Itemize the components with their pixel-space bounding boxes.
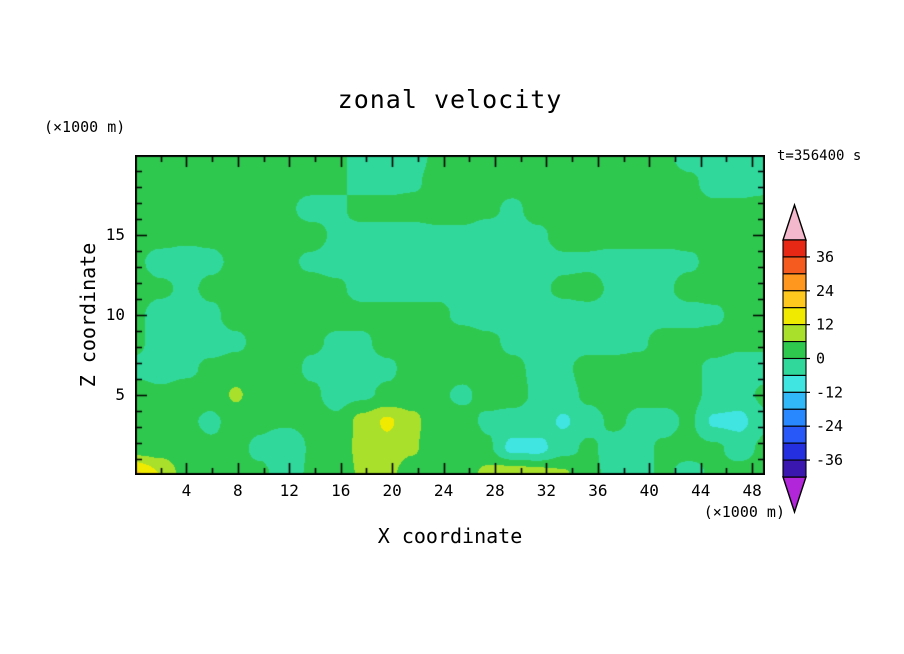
z-tick-label: 5	[115, 385, 125, 404]
colorbar-segment	[782, 374, 807, 393]
colorbar-segment	[782, 273, 807, 292]
colorbar-tick-label: 12	[816, 316, 834, 334]
colorbar-tick-label: -12	[816, 383, 843, 401]
colorbar-tick-label: 0	[816, 350, 825, 368]
x-tick-label: 8	[233, 481, 243, 500]
colorbar-tick-label: -24	[816, 417, 843, 435]
colorbar: 36 24 12 0 -12 -24 -36	[779, 200, 854, 520]
z-axis-unit-label: (×1000 m)	[44, 118, 126, 136]
contour-field-canvas	[135, 155, 765, 475]
x-tick-label: 36	[588, 481, 608, 500]
colorbar-segment	[782, 459, 807, 478]
colorbar-segment	[782, 391, 807, 410]
colorbar-segment	[782, 357, 807, 376]
colorbar-under-arrow	[782, 476, 807, 515]
x-tick-label: 4	[181, 481, 192, 500]
colorbar-segment	[782, 290, 807, 309]
x-tick-label: 40	[639, 481, 659, 500]
x-tick-label: 20	[382, 481, 402, 500]
x-tick-label: 44	[691, 481, 711, 500]
x-axis-unit-label: (×1000 m)	[703, 503, 785, 521]
x-tick-label: 28	[485, 481, 505, 500]
time-label: t=356400 s	[777, 148, 862, 164]
colorbar-segment	[782, 239, 807, 258]
colorbar-segment	[782, 307, 807, 326]
x-tick-label: 48	[742, 481, 762, 500]
colorbar-segment	[782, 408, 807, 427]
colorbar-segment	[782, 425, 807, 444]
z-tick-label: 15	[105, 225, 125, 244]
colorbar-tick-label: -36	[816, 451, 843, 469]
x-tick-label: 24	[433, 481, 454, 500]
z-tick-label: 10	[105, 305, 125, 324]
chart-title: zonal velocity	[337, 85, 563, 114]
colorbar-tick-label: 24	[816, 282, 834, 300]
colorbar-tick-label: 36	[816, 248, 834, 266]
colorbar-segment	[782, 442, 807, 461]
colorbar-segment	[782, 341, 807, 360]
colorbar-over-arrow	[782, 202, 807, 241]
colorbar-segment	[782, 324, 807, 343]
x-tick-label: 12	[279, 481, 299, 500]
x-axis-label: X coordinate	[377, 524, 523, 548]
x-tick-label: 32	[536, 481, 557, 500]
x-tick-label: 16	[331, 481, 351, 500]
colorbar-segment	[782, 256, 807, 275]
colorbar-svg: 36 24 12 0 -12 -24 -36	[782, 202, 843, 515]
